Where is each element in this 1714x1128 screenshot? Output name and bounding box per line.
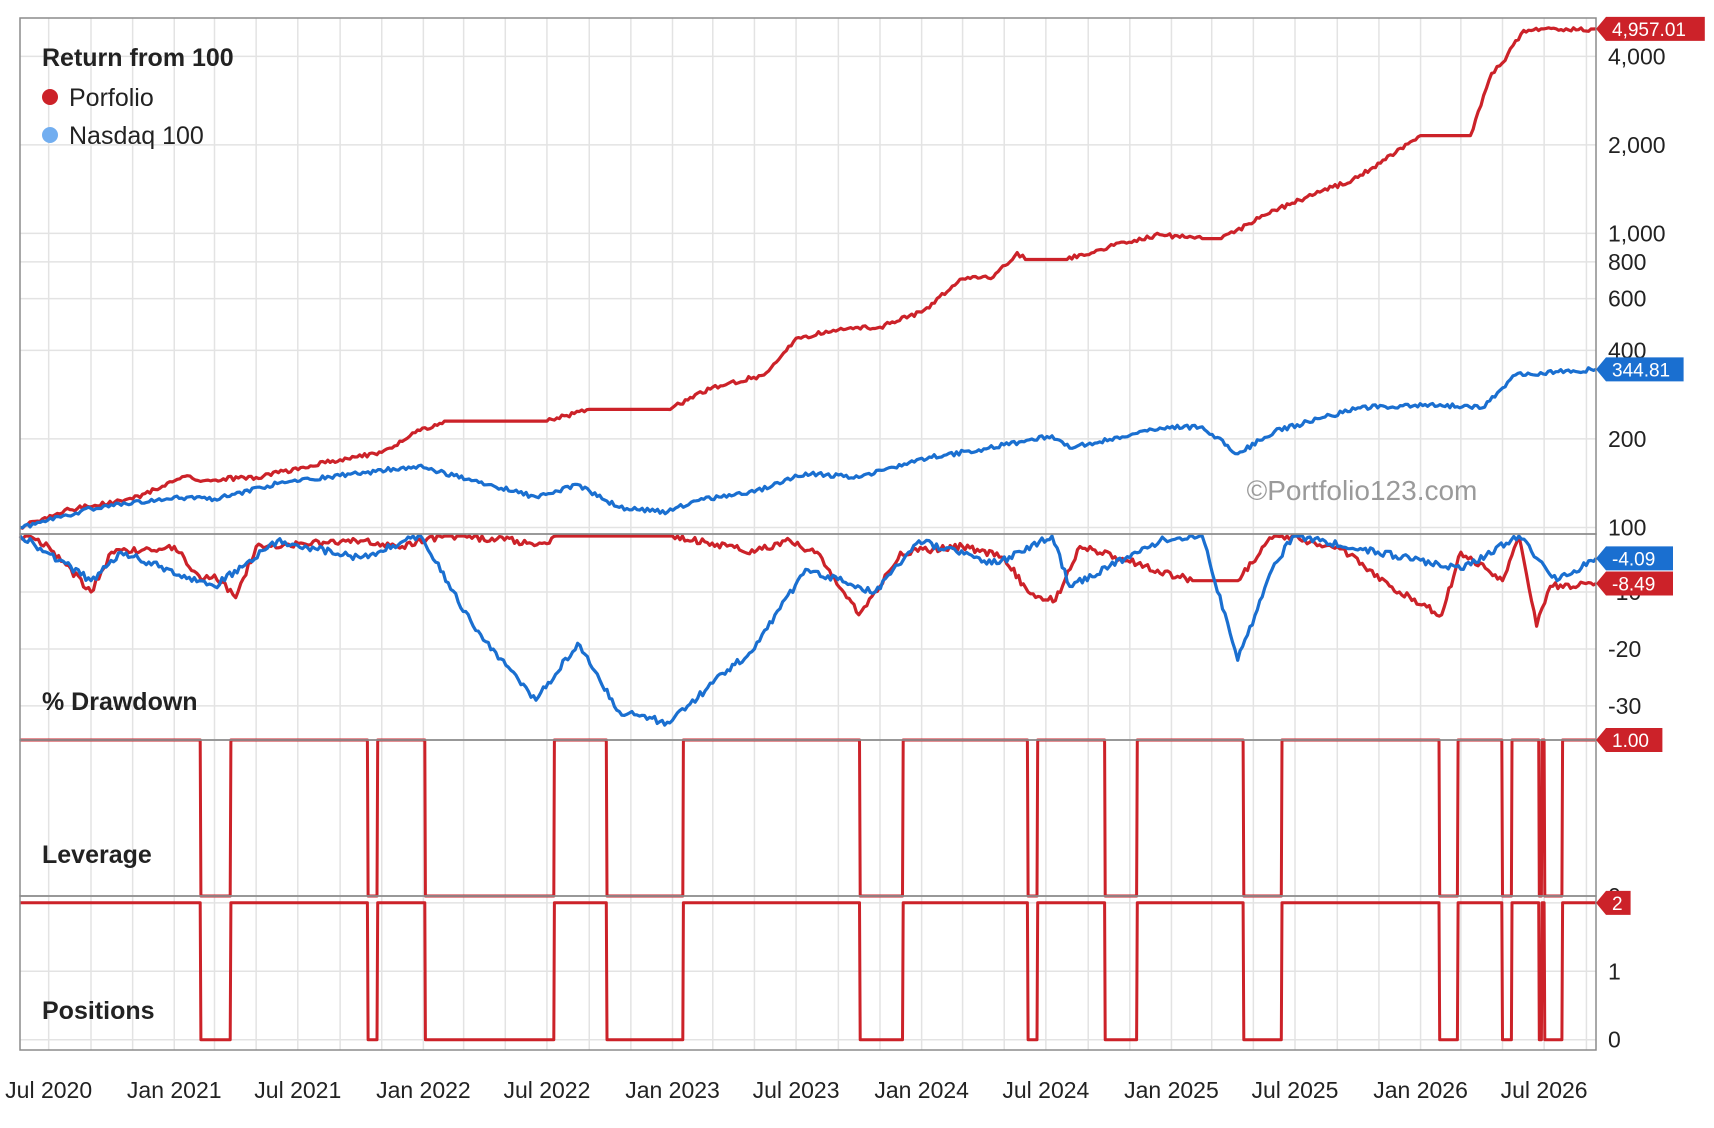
panel-title-leverage: Leverage [42,841,152,869]
last-value-flag: 344.81 [1596,357,1684,382]
last-value-flag-label: -4.09 [1612,549,1655,570]
x-tick-label: Jan 2023 [625,1077,720,1103]
last-value-flag-label: 2 [1612,894,1623,915]
last-value-flag-label: 4,957.01 [1612,20,1686,41]
series-line-portfolio-panel-3 [20,901,1596,1042]
y-tick-label: 4,000 [1608,43,1666,69]
last-value-flag: 1.00 [1596,728,1663,752]
panel-title-return: Return from 100 [42,44,234,72]
panel-title-drawdown: % Drawdown [42,688,198,716]
y-tick-label: 1 [1608,958,1621,984]
x-axis: Jul 2020 Jan 2021 Jul 2021 Jan 2022 Jul 2022… [5,1077,1587,1103]
last-value-flag-bg [1596,571,1673,596]
x-tick-label: Jul 2025 [1252,1077,1339,1103]
y-tick-label: -20 [1608,636,1641,662]
x-tick-label: Jul 2020 [5,1077,92,1103]
legend-dot-portfolio [42,89,58,105]
x-tick-label: Jul 2026 [1501,1077,1588,1103]
x-tick-label: Jan 2021 [127,1077,222,1103]
x-tick-label: Jul 2021 [254,1077,341,1103]
x-tick-label: Jan 2026 [1373,1077,1468,1103]
x-tick-label: Jul 2022 [503,1077,590,1103]
y-tick-label: 600 [1608,286,1646,312]
last-value-flag-label: 344.81 [1612,360,1670,381]
last-value-flag-bg [1596,16,1705,41]
last-value-flag: -8.49 [1596,571,1673,596]
legend-dot-benchmark [42,127,58,143]
legend-label-portfolio: Porfolio [69,84,154,112]
last-value-flag-bg [1596,546,1673,571]
last-value-flag: -4.09 [1596,546,1673,571]
last-value-flags: 4,957.01 344.81 -8.49 -4.09 1.00 2 [1596,16,1705,915]
y-tick-label: 2,000 [1608,132,1666,158]
axis-ticks: 1002004006008001,0002,0004,000-10-20-301… [1608,43,1666,1052]
y-tick-label: 100 [1608,514,1646,540]
panel-frames [19,17,1597,1051]
y-tick-label: 800 [1608,249,1646,275]
y-tick-label: -30 [1608,693,1641,719]
panel-frame [19,895,1597,1051]
last-value-flag-label: 1.00 [1612,731,1649,752]
panel-title-positions: Positions [42,997,155,1025]
y-tick-label: 1,000 [1608,220,1666,246]
x-tick-label: Jul 2024 [1002,1077,1089,1103]
x-tick-label: Jan 2022 [376,1077,471,1103]
series-line-nasdaq-panel-1 [18,534,1598,727]
series-line-nasdaq-panel-0 [19,366,1597,530]
last-value-flag: 2 [1596,890,1631,915]
last-value-flag-bg [1596,357,1684,382]
x-tick-label: Jul 2023 [753,1077,840,1103]
last-value-flag-bg [1596,890,1631,915]
y-tick-label: 0 [1608,1027,1621,1053]
last-value-flag-bg [1596,728,1663,752]
watermark: ©Portfolio123.com [1247,475,1478,506]
grid [20,18,1596,1050]
legend-label-benchmark: Nasdaq 100 [69,122,204,150]
last-value-flag-label: -8.49 [1612,574,1655,595]
series-line-portfolio-panel-0 [19,26,1597,530]
x-tick-label: Jan 2025 [1124,1077,1219,1103]
y-tick-label: 200 [1608,426,1646,452]
x-tick-label: Jan 2024 [874,1077,969,1103]
legend: Return from 100 Porfolio Nasdaq 100 [42,44,234,150]
last-value-flag: 4,957.01 [1596,16,1705,41]
